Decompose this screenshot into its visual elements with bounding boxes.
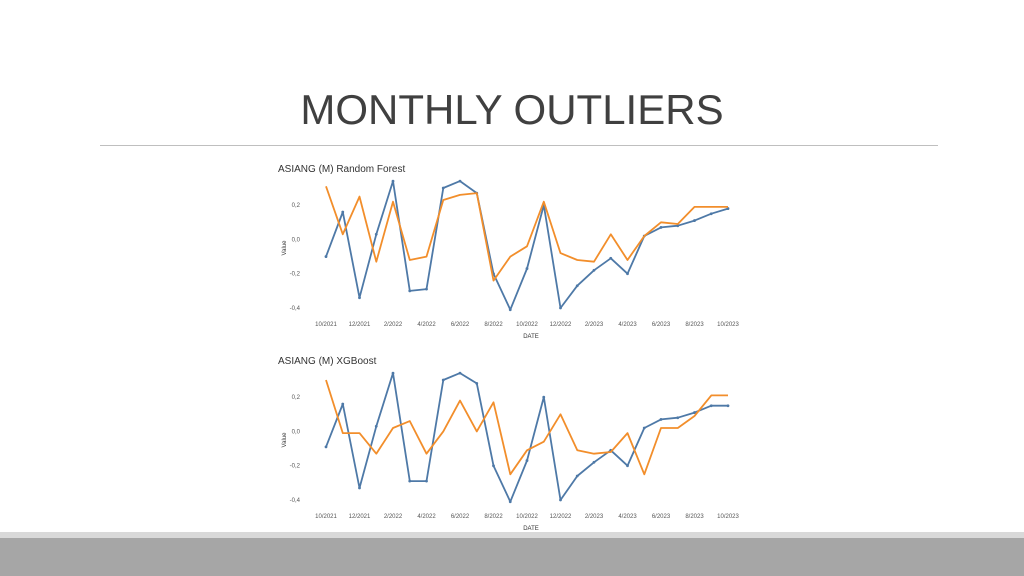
data-point [659, 418, 663, 421]
x-tick-label: 10/2022 [516, 514, 538, 520]
data-point [626, 464, 629, 468]
data-point [458, 179, 462, 183]
data-point [709, 404, 713, 408]
y-tick-label: 0,0 [292, 429, 301, 435]
x-tick-label: 10/2022 [516, 322, 538, 328]
data-point [525, 267, 529, 270]
data-point [425, 287, 428, 291]
series-line-1 [325, 186, 728, 282]
data-point [358, 486, 361, 490]
data-point [408, 479, 412, 483]
y-tick-label: -0,2 [290, 272, 301, 278]
x-axis-label: DATE [523, 334, 539, 340]
x-tick-label: 2/2022 [384, 514, 403, 520]
data-point [726, 207, 730, 210]
x-tick-label: 8/2022 [484, 514, 503, 520]
x-tick-label: 8/2023 [685, 322, 704, 328]
data-point [408, 289, 412, 293]
data-point [693, 219, 696, 222]
x-tick-label: 6/2022 [451, 322, 470, 328]
x-tick-label: 2/2023 [585, 322, 604, 328]
y-tick-label: -0,2 [290, 464, 301, 470]
data-point [609, 256, 613, 260]
chart-title: ASIANG (M) Random Forest [278, 164, 405, 175]
data-point [693, 411, 696, 414]
chart-random-forest: ASIANG (M) Random Forest 0,2 0,0 -0,2 -0,4 Va… [278, 164, 740, 340]
x-tick-label: 10/2023 [717, 322, 739, 328]
data-point [391, 179, 395, 183]
y-axis-label: Value [282, 240, 288, 256]
x-tick-label: 4/2022 [417, 514, 436, 520]
data-point [391, 371, 395, 375]
x-tick-label: 6/2023 [652, 322, 671, 328]
data-point [475, 382, 479, 385]
x-tick-label: 2/2023 [585, 514, 604, 520]
data-point [542, 395, 546, 399]
x-tick-label: 8/2022 [484, 322, 503, 328]
data-point [374, 232, 378, 236]
y-tick-label: 0,2 [292, 203, 301, 209]
footer-bar [0, 538, 1024, 576]
data-point [374, 424, 378, 428]
data-point [508, 308, 512, 312]
chart-title: ASIANG (M) XGBoost [278, 356, 377, 367]
x-tick-label: 8/2023 [685, 514, 704, 520]
data-point [324, 445, 328, 449]
x-tick-label: 4/2023 [618, 322, 637, 328]
data-point [642, 426, 646, 430]
data-point [324, 255, 328, 258]
chart-xgboost: ASIANG (M) XGBoost 0,2 0,0 -0,2 -0,4 Value 10/… [278, 356, 740, 532]
data-point [358, 296, 361, 300]
charts-panel: ASIANG (M) Random Forest 0,2 0,0 -0,2 -0,4 Va… [270, 152, 754, 536]
x-tick-label: 6/2022 [451, 514, 470, 520]
x-tick-label: 6/2023 [652, 514, 671, 520]
data-point [592, 268, 596, 272]
y-tick-label: -0,4 [290, 498, 301, 504]
x-tick-label: 12/2022 [550, 514, 572, 520]
x-tick-label: 10/2021 [315, 322, 337, 328]
data-point [508, 500, 512, 504]
data-point [341, 210, 345, 214]
data-point [659, 226, 663, 229]
data-point [441, 378, 445, 382]
data-point [441, 186, 445, 190]
y-tick-label: 0,2 [292, 395, 301, 401]
data-point [676, 416, 680, 420]
x-tick-label: 4/2022 [417, 322, 436, 328]
data-point [592, 460, 596, 464]
data-point [425, 479, 428, 483]
x-tick-label: 10/2023 [717, 514, 739, 520]
data-point [492, 464, 495, 468]
title-divider [100, 145, 938, 146]
slide-title: MONTHLY OUTLIERS [300, 86, 724, 133]
x-tick-label: 12/2021 [349, 322, 371, 328]
x-tick-label: 12/2022 [550, 322, 572, 328]
x-tick-label: 10/2021 [315, 514, 337, 520]
data-point [626, 272, 629, 276]
series-line-1 [325, 379, 728, 476]
y-axis-label: Value [282, 432, 288, 448]
data-point [458, 371, 462, 375]
data-point [575, 284, 579, 288]
data-point [676, 224, 680, 228]
y-tick-label: -0,4 [290, 306, 301, 312]
data-point [575, 474, 579, 478]
data-point [341, 402, 345, 406]
x-tick-label: 12/2021 [349, 514, 371, 520]
data-point [709, 212, 713, 216]
x-tick-label: 4/2023 [618, 514, 637, 520]
x-axis-label: DATE [523, 526, 539, 532]
data-point [559, 498, 562, 502]
x-tick-label: 2/2022 [384, 322, 403, 328]
data-point [726, 404, 730, 408]
y-tick-label: 0,0 [292, 237, 301, 243]
data-point [559, 306, 562, 310]
data-point [525, 459, 529, 462]
